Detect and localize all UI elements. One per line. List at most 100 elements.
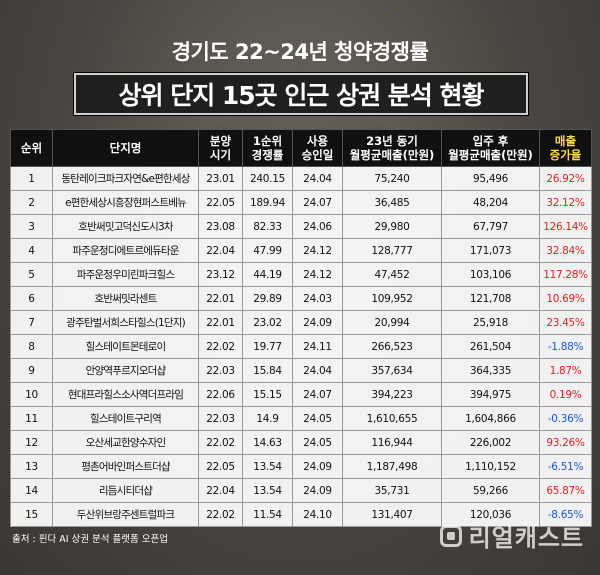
cell-approval-date: 24.03 bbox=[292, 286, 343, 311]
cell-sales-2023: 266,523 bbox=[342, 334, 442, 359]
cell-rank: 6 bbox=[10, 286, 53, 311]
cell-approval-date: 24.10 bbox=[292, 502, 343, 527]
cell-rank: 5 bbox=[10, 262, 53, 287]
cell-complex-name: 파주운정디에트르에듀타운 bbox=[52, 238, 199, 263]
cell-rank: 9 bbox=[10, 358, 53, 383]
table-row: 8 힐스테이트몬테로이 22.02 19.77 24.11 266,523 261,504-… bbox=[10, 334, 592, 359]
cell-sales-after: 67,797 bbox=[441, 214, 540, 239]
cell-sales-2023: 35,731 bbox=[342, 478, 442, 503]
cell-approval-date: 24.12 bbox=[292, 238, 343, 263]
header-sale-period: 분양 시기 bbox=[198, 129, 243, 167]
table-row: 5 파주운정우미린파크힐스 23.12 44.19 24.12 47,452 103,106… bbox=[10, 262, 592, 287]
cell-sales-after: 1,604,866 bbox=[441, 406, 540, 431]
cell-complex-name: 광주탄벌서희스타힐스(1단지) bbox=[52, 310, 199, 335]
page-title: 상위 단지 15곳 인근 상권 분석 현황 bbox=[118, 81, 484, 110]
cell-sales-2023: 128,777 bbox=[342, 238, 442, 263]
cell-sale-period: 22.06 bbox=[198, 382, 243, 407]
cell-sale-period: 22.05 bbox=[198, 190, 243, 215]
cell-sales-2023: 47,452 bbox=[342, 262, 442, 287]
cell-complex-name: 호반써밋라센트 bbox=[52, 286, 199, 311]
cell-sales-after: 103,106 bbox=[441, 262, 540, 287]
cell-sales-after: 121,708 bbox=[441, 286, 540, 311]
cell-first-rank-ratio: 29.89 bbox=[242, 286, 293, 311]
cell-sales-after: 1,110,152 bbox=[441, 454, 540, 479]
cell-growth-rate: -1.88% bbox=[539, 334, 592, 359]
cell-sale-period: 22.02 bbox=[198, 430, 243, 455]
cell-rank: 12 bbox=[10, 430, 53, 455]
cell-sale-period: 23.08 bbox=[198, 214, 243, 239]
cell-growth-rate: 65.87% bbox=[539, 478, 592, 503]
cell-sales-after: 394,975 bbox=[441, 382, 540, 407]
header-rank: 순위 bbox=[10, 129, 53, 167]
cell-sales-after: 95,496 bbox=[441, 166, 540, 191]
source-note: 출처 : 핀다 AI 상권 분석 플랫폼 오픈업 bbox=[12, 534, 168, 545]
cell-sale-period: 22.04 bbox=[198, 238, 243, 263]
table-row: 15 두산위브랑주센트럴파크 22.02 11.54 24.10 131,407 120,0… bbox=[10, 502, 592, 527]
table-row: 2 e편한세상시흥장현퍼스트베뉴 22.05 189.94 24.07 36,485 48,… bbox=[10, 190, 592, 215]
cell-rank: 11 bbox=[10, 406, 53, 431]
cell-complex-name: 호반써밋고덕신도시3차 bbox=[52, 214, 199, 239]
apartment-commerce-table: 순위 단지명 분양 시기 1순위 경쟁률 사용 승인일 23년 동기 월평균매출(만원)… bbox=[10, 129, 592, 527]
cell-sales-after: 120,036 bbox=[441, 502, 540, 527]
cell-sales-2023: 1,187,498 bbox=[342, 454, 442, 479]
table-row: 6 호반써밋라센트 22.01 29.89 24.03 109,952 121,708 10.… bbox=[10, 286, 592, 311]
cell-sales-2023: 357,634 bbox=[342, 358, 442, 383]
cell-first-rank-ratio: 23.02 bbox=[242, 310, 293, 335]
cell-sale-period: 23.01 bbox=[198, 166, 243, 191]
cell-sales-2023: 20,994 bbox=[342, 310, 442, 335]
cell-rank: 1 bbox=[10, 166, 53, 191]
cell-rank: 7 bbox=[10, 310, 53, 335]
cell-rank: 4 bbox=[10, 238, 53, 263]
cell-approval-date: 24.05 bbox=[292, 406, 343, 431]
cell-sales-after: 364,335 bbox=[441, 358, 540, 383]
header-approval-date: 사용 승인일 bbox=[292, 129, 343, 167]
header-growth-rate: 매출 증가율 bbox=[539, 129, 592, 167]
cell-complex-name: 현대프라힐스소사역더프라임 bbox=[52, 382, 199, 407]
cell-sale-period: 22.04 bbox=[198, 478, 243, 503]
cell-sale-period: 22.03 bbox=[198, 406, 243, 431]
realcast-logo-icon bbox=[439, 524, 462, 547]
cell-approval-date: 24.04 bbox=[292, 166, 343, 191]
cell-growth-rate: 32.84% bbox=[539, 238, 592, 263]
cell-approval-date: 24.07 bbox=[292, 190, 343, 215]
cell-sales-2023: 394,223 bbox=[342, 382, 442, 407]
cell-first-rank-ratio: 82.33 bbox=[242, 214, 293, 239]
cell-first-rank-ratio: 11.54 bbox=[242, 502, 293, 527]
cell-complex-name: 오산세교한양수자인 bbox=[52, 430, 199, 455]
cell-sale-period: 23.12 bbox=[198, 262, 243, 287]
cell-sales-2023: 75,240 bbox=[342, 166, 442, 191]
cell-approval-date: 24.11 bbox=[292, 334, 343, 359]
cell-rank: 14 bbox=[10, 478, 53, 503]
cell-complex-name: 동탄레이크파크자연&e편한세상 bbox=[52, 166, 199, 191]
table-row: 9 안양역푸르지오더샵 22.03 15.84 24.04 357,634 364,335 1… bbox=[10, 358, 592, 383]
cell-growth-rate: 32.12% bbox=[539, 190, 592, 215]
table-row: 1 동탄레이크파크자연&e편한세상 23.01 240.15 24.04 75,240 95… bbox=[10, 166, 592, 191]
cell-sale-period: 22.05 bbox=[198, 454, 243, 479]
cell-sale-period: 22.02 bbox=[198, 334, 243, 359]
cell-first-rank-ratio: 189.94 bbox=[242, 190, 293, 215]
cell-sales-after: 25,918 bbox=[441, 310, 540, 335]
cell-first-rank-ratio: 14.9 bbox=[242, 406, 293, 431]
cell-approval-date: 24.09 bbox=[292, 310, 343, 335]
cell-sales-2023: 36,485 bbox=[342, 190, 442, 215]
table-row: 4 파주운정디에트르에듀타운 22.04 47.99 24.12 128,777 171,0… bbox=[10, 238, 592, 263]
cell-complex-name: 두산위브랑주센트럴파크 bbox=[52, 502, 199, 527]
cell-growth-rate: -0.36% bbox=[539, 406, 592, 431]
cell-first-rank-ratio: 240.15 bbox=[242, 166, 293, 191]
title-banner: 상위 단지 15곳 인근 상권 분석 현황 bbox=[73, 72, 529, 116]
cell-sale-period: 22.03 bbox=[198, 358, 243, 383]
cell-complex-name: 평촌어바인퍼스트더샵 bbox=[52, 454, 199, 479]
cell-complex-name: 힐스테이트구리역 bbox=[52, 406, 199, 431]
cell-rank: 13 bbox=[10, 454, 53, 479]
cell-approval-date: 24.05 bbox=[292, 430, 343, 455]
cell-first-rank-ratio: 13.54 bbox=[242, 454, 293, 479]
cell-growth-rate: 10.69% bbox=[539, 286, 592, 311]
cell-sales-after: 59,266 bbox=[441, 478, 540, 503]
cell-rank: 3 bbox=[10, 214, 53, 239]
cell-growth-rate: 0.19% bbox=[539, 382, 592, 407]
cell-first-rank-ratio: 13.54 bbox=[242, 478, 293, 503]
cell-rank: 15 bbox=[10, 502, 53, 527]
cell-approval-date: 24.06 bbox=[292, 214, 343, 239]
cell-rank: 10 bbox=[10, 382, 53, 407]
table-row: 7 광주탄벌서희스타힐스(1단지) 22.01 23.02 24.09 20,994 25,… bbox=[10, 310, 592, 335]
